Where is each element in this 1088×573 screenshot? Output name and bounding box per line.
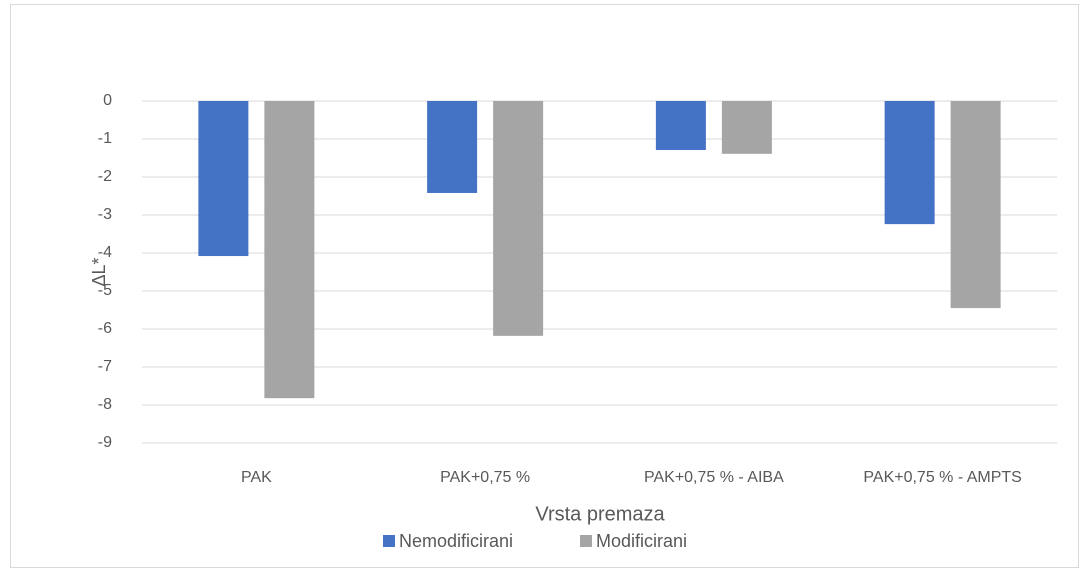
y-tick-label: -4 <box>98 244 112 261</box>
y-tick-label: -8 <box>98 396 112 413</box>
y-tick-label: -7 <box>98 358 112 375</box>
y-tick-label: -5 <box>98 282 112 299</box>
y-tick-label: -3 <box>98 206 112 223</box>
legend-label: Modificirani <box>596 531 687 551</box>
x-tick-label: PAK+0,75 % <box>440 469 530 486</box>
bar <box>264 101 315 399</box>
bar <box>884 101 935 225</box>
y-axis-title: ΔL* <box>89 257 109 286</box>
x-tick-label: PAK <box>241 469 272 486</box>
chart-border <box>10 4 1079 568</box>
x-tick-label: PAK+0,75 % - AMPTS <box>863 469 1021 486</box>
bar <box>493 101 544 336</box>
bar <box>427 101 478 193</box>
bar <box>721 101 772 154</box>
legend-swatch <box>383 535 395 547</box>
y-tick-label: -6 <box>98 320 112 337</box>
legend-swatch <box>580 535 592 547</box>
x-tick-label: PAK+0,75 % - AIBA <box>644 469 784 486</box>
bar <box>198 101 249 257</box>
y-tick-label: -1 <box>98 130 112 147</box>
bar <box>655 101 706 151</box>
x-axis-title: Vrsta premaza <box>535 503 665 525</box>
bar <box>950 101 1001 309</box>
legend-label: Nemodificirani <box>399 531 513 551</box>
y-tick-label: -2 <box>98 168 112 185</box>
y-tick-label: 0 <box>103 92 112 109</box>
y-tick-label: -9 <box>98 434 112 451</box>
